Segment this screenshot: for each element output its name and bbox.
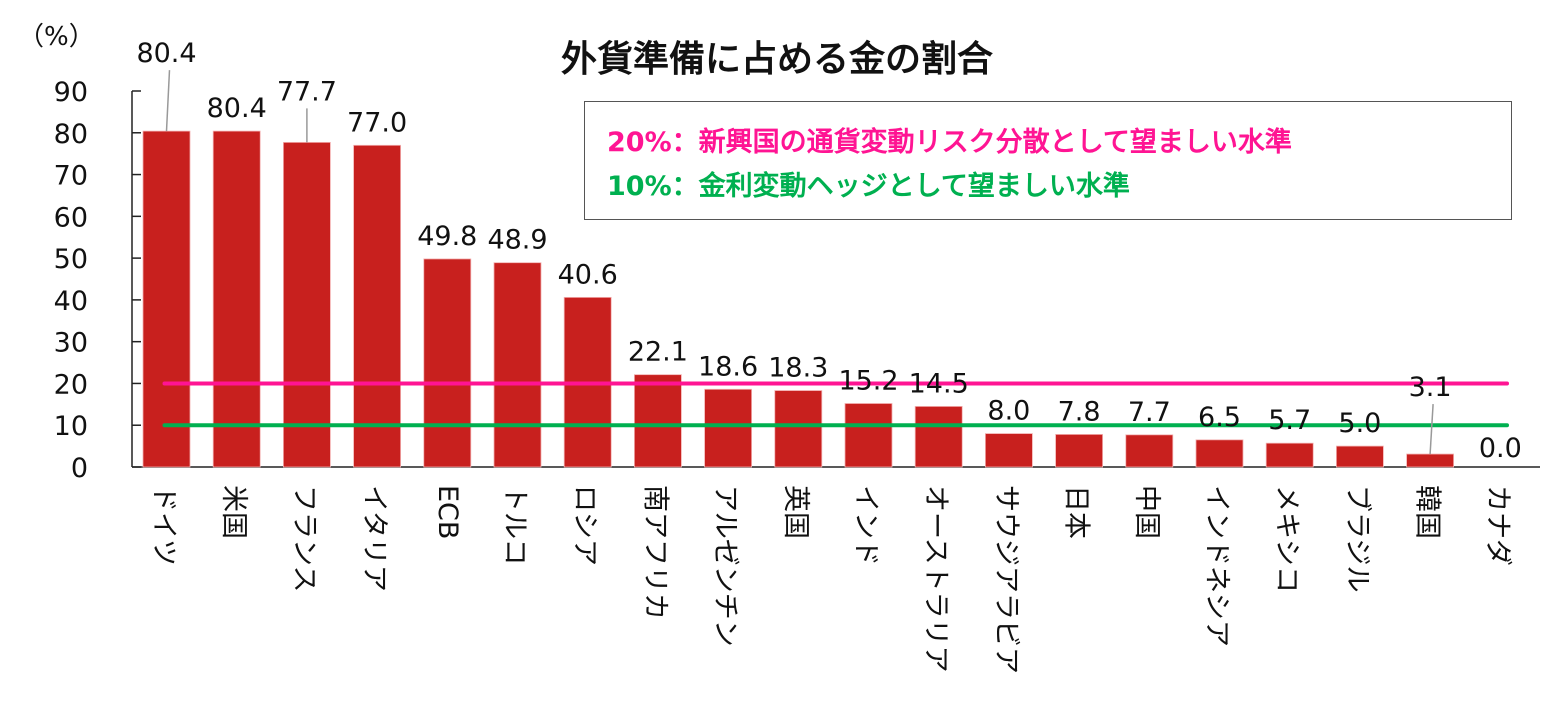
data-label: 40.6 [558, 259, 618, 290]
bar-アルゼンチン [704, 388, 752, 468]
bar-ドイツ [142, 130, 191, 468]
leader-line [165, 70, 171, 132]
x-tick-label: アルゼンチン [709, 485, 741, 647]
x-tick-label: 韓国 [1411, 485, 1443, 539]
x-tick-label: インドネシア [1201, 485, 1232, 647]
data-label: 3.1 [1409, 372, 1452, 403]
y-tick-label: 80 [54, 119, 88, 150]
data-label: 5.7 [1268, 405, 1311, 436]
bar-トルコ [493, 262, 542, 468]
data-label: 7.8 [1058, 396, 1101, 427]
x-tick-label: 日本 [1060, 485, 1092, 539]
data-label: 77.0 [347, 107, 407, 138]
y-tick-label: 60 [54, 202, 88, 233]
data-label: 15.2 [838, 365, 898, 396]
data-label: 18.6 [698, 351, 758, 382]
y-tick-label: 10 [54, 411, 88, 442]
x-tick-label: ECB [431, 485, 463, 540]
bar-ECB [423, 258, 472, 468]
x-tick-label: サウジアラビア [990, 485, 1022, 674]
bar-米国 [212, 130, 261, 468]
x-tick-label: カナダ [1481, 485, 1513, 566]
bar-イタリア [353, 144, 402, 468]
y-tick-label: 50 [54, 244, 88, 275]
data-label: 49.8 [417, 221, 477, 252]
y-tick-label: 90 [54, 77, 88, 108]
y-tick-label: 20 [54, 369, 88, 400]
y-tick-label: 40 [54, 286, 88, 317]
y-tick-label: 70 [54, 161, 88, 192]
x-tick-label: 米国 [218, 485, 250, 539]
data-label: 7.7 [1128, 397, 1171, 428]
data-label: 6.5 [1198, 402, 1241, 433]
x-tick-label: 中国 [1130, 485, 1162, 539]
data-label: 0.0 [1479, 433, 1522, 464]
x-tick-label: イタリア [358, 485, 390, 592]
x-tick-label: 南アフリカ [639, 485, 671, 620]
bar-南アフリカ [634, 374, 682, 468]
x-tick-label: 英国 [779, 485, 811, 539]
bar-インドネシア [1195, 439, 1244, 468]
bar-英国 [774, 390, 823, 468]
bar-中国 [1125, 434, 1174, 468]
x-tick-label: トルコ [499, 485, 530, 566]
data-label: 14.5 [909, 368, 969, 399]
data-label: 22.1 [628, 337, 688, 368]
y-tick-label: 0 [71, 453, 88, 484]
bar-インド [844, 403, 893, 468]
x-tick-label: ドイツ [148, 485, 179, 566]
x-tick-label: フランス [288, 485, 320, 593]
data-label: 80.4 [136, 38, 196, 69]
bar-フランス [282, 141, 331, 468]
data-label: 8.0 [987, 396, 1030, 427]
bar-韓国 [1406, 453, 1454, 468]
x-tick-label: ブラジル [1341, 485, 1373, 593]
data-label: 48.9 [487, 225, 547, 256]
y-tick-label: 30 [54, 328, 88, 359]
legend-item-20pct: 20%：新興国の通貨変動リスク分散として望ましい水準 [607, 127, 1292, 158]
x-tick-label: メキシコ [1271, 485, 1303, 593]
y-axis-unit-label: （%） [18, 22, 95, 52]
bar-日本 [1055, 434, 1103, 468]
bar-メキシコ [1265, 442, 1314, 468]
data-label: 80.4 [207, 93, 267, 124]
legend-box: 20%：新興国の通貨変動リスク分散として望ましい水準 10%：金利変動ヘッジとし… [584, 101, 1512, 220]
bar-サウジアラビア [985, 433, 1033, 468]
chart-title: 外貨準備に占める金の割合 [560, 39, 993, 80]
x-tick-label: オーストラリア [920, 485, 952, 673]
legend-item-10pct: 10%：金利変動ヘッジとして望ましい水準 [607, 171, 1130, 202]
bar-オーストラリア [914, 406, 963, 468]
bar-ブラジル [1336, 445, 1384, 468]
leader-line [1429, 404, 1434, 455]
x-tick-label: ロシア [569, 485, 601, 566]
data-label: 18.3 [768, 353, 828, 384]
x-tick-label: インド [850, 485, 881, 566]
data-label: 77.7 [277, 76, 337, 107]
data-label: 5.0 [1338, 408, 1381, 439]
